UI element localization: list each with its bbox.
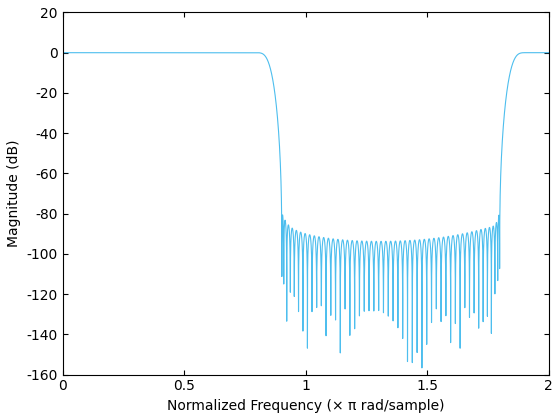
X-axis label: Normalized Frequency (× π rad/sample): Normalized Frequency (× π rad/sample) bbox=[167, 399, 445, 413]
Y-axis label: Magnitude (dB): Magnitude (dB) bbox=[7, 140, 21, 247]
